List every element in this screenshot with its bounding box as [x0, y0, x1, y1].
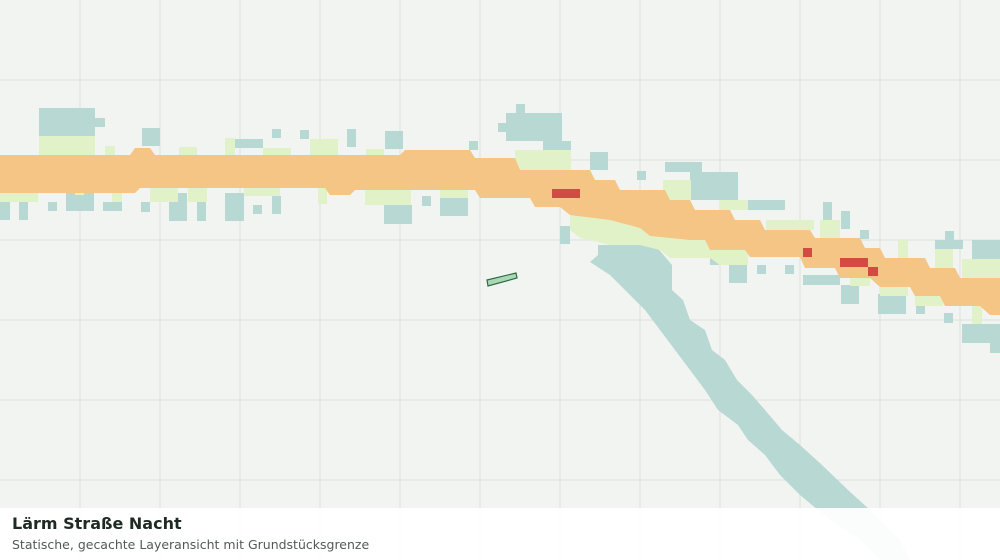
layer-title: Lärm Straße Nacht	[12, 514, 182, 533]
layer-subtitle: Statische, gecachte Layeransicht mit Gru…	[12, 537, 370, 552]
noise-medium	[0, 136, 1000, 324]
noise-high	[0, 148, 1000, 315]
noise-low	[0, 104, 1000, 560]
parcel-boundary	[486, 272, 518, 287]
noise-very-high	[552, 189, 878, 276]
info-panel: Lärm Straße Nacht Statische, gecachte La…	[0, 508, 1000, 560]
